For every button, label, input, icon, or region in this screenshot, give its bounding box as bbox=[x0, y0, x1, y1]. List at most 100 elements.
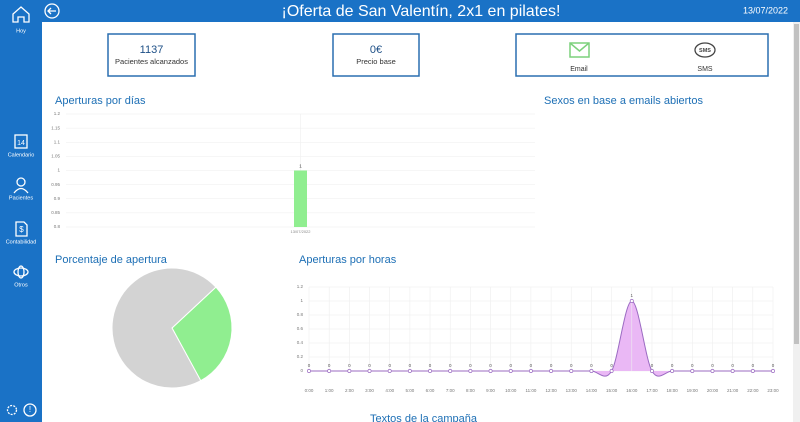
nav-calendario[interactable]: 14 Calendario bbox=[8, 134, 35, 158]
data-label: 0 bbox=[610, 363, 613, 368]
x-tick-label: 22:00 bbox=[747, 388, 759, 393]
email-icon bbox=[569, 42, 590, 52]
point bbox=[589, 369, 594, 373]
point bbox=[387, 369, 392, 373]
x-tick-label: 4:00 bbox=[385, 388, 394, 393]
nav-pacientes[interactable]: Pacientes bbox=[9, 177, 33, 201]
stat-value: 1137 bbox=[140, 44, 164, 56]
area-fill bbox=[309, 301, 773, 377]
y-tick-label: 1 bbox=[300, 298, 303, 303]
nav-contabilidad[interactable]: $ Contabilidad bbox=[6, 221, 37, 245]
data-label: 0 bbox=[308, 363, 311, 368]
y-tick-label: 0.8 bbox=[54, 224, 61, 229]
area-line bbox=[308, 300, 773, 377]
sms-icon-text: SMS bbox=[699, 48, 711, 54]
data-label: 0 bbox=[449, 363, 452, 368]
data-label: 0 bbox=[570, 363, 573, 368]
point bbox=[609, 369, 614, 373]
section-title: Aperturas por horas bbox=[299, 254, 397, 266]
data-label: 0 bbox=[731, 363, 734, 368]
nav-label: Hoy bbox=[16, 28, 26, 34]
sidebar bbox=[0, 0, 42, 422]
y-tick-label: 1.15 bbox=[51, 125, 60, 130]
point bbox=[508, 369, 513, 373]
data-label: 0 bbox=[328, 363, 331, 368]
x-tick-label: 9:00 bbox=[486, 388, 495, 393]
sms-icon bbox=[694, 42, 716, 58]
calendar-icon bbox=[14, 134, 28, 149]
x-tick-label: 3:00 bbox=[365, 388, 374, 393]
channel-label: Email bbox=[570, 66, 588, 73]
stat-label: Precio base bbox=[356, 57, 396, 66]
y-tick-label: 0.2 bbox=[297, 354, 304, 359]
point bbox=[710, 369, 715, 373]
settings-button[interactable] bbox=[6, 404, 18, 416]
x-tick-label: 21:00 bbox=[727, 388, 739, 393]
y-tick-label: 1.1 bbox=[54, 139, 61, 144]
info-button[interactable] bbox=[23, 403, 37, 417]
x-tick-label: 14:00 bbox=[586, 388, 598, 393]
data-label: 0 bbox=[691, 363, 694, 368]
dollar-icon: $ bbox=[19, 225, 24, 234]
data-label: 0 bbox=[772, 363, 775, 368]
section-title: Porcentaje de apertura bbox=[55, 254, 168, 266]
others-icon bbox=[13, 267, 29, 277]
point bbox=[771, 369, 775, 373]
y-tick-label: 0.95 bbox=[51, 182, 60, 187]
bar bbox=[294, 170, 307, 227]
x-tick-label: 8:00 bbox=[466, 388, 475, 393]
x-tick-label: 19:00 bbox=[687, 388, 699, 393]
y-tick-label: 1.2 bbox=[54, 111, 61, 116]
others-icon bbox=[17, 265, 25, 279]
date: 13/07/2022 bbox=[743, 5, 788, 15]
point bbox=[367, 369, 372, 373]
data-label: 0 bbox=[388, 363, 391, 368]
back-button[interactable] bbox=[44, 3, 60, 19]
x-tick-label: 2:00 bbox=[345, 388, 354, 393]
channel-label: SMS bbox=[697, 66, 713, 73]
nav-label: Otros bbox=[14, 282, 28, 288]
stat-value: 0€ bbox=[370, 44, 382, 56]
data-label: 0 bbox=[509, 363, 512, 368]
section-title: Textos de la campaña bbox=[370, 413, 478, 422]
x-tick-label: 12:00 bbox=[545, 388, 557, 393]
data-label: 0 bbox=[348, 363, 351, 368]
x-tick-label: 7:00 bbox=[446, 388, 455, 393]
point bbox=[629, 299, 634, 303]
point bbox=[347, 369, 352, 373]
y-tick-label: 0.4 bbox=[297, 340, 304, 345]
x-tick-label: 23:00 bbox=[767, 388, 779, 393]
x-tick-label: 13:00 bbox=[566, 388, 578, 393]
x-tick-label: 5:00 bbox=[405, 388, 414, 393]
nav-label: Pacientes bbox=[9, 195, 33, 201]
x-tick-label: 6:00 bbox=[426, 388, 435, 393]
info-icon: ! bbox=[29, 405, 31, 414]
y-tick-label: 1 bbox=[57, 168, 60, 173]
x-tick-label: 11:00 bbox=[525, 388, 536, 393]
stat-card bbox=[107, 33, 196, 77]
pie-slice bbox=[171, 286, 233, 382]
nav-label: Calendario bbox=[8, 152, 35, 158]
point bbox=[307, 369, 311, 373]
point bbox=[650, 369, 654, 373]
section-title: Sexos en base a emails abiertos bbox=[544, 95, 703, 107]
doc-icon bbox=[15, 221, 28, 237]
y-tick-label: 0.6 bbox=[297, 326, 304, 331]
point bbox=[407, 369, 412, 373]
point bbox=[448, 369, 453, 373]
nav-otros[interactable]: Otros bbox=[13, 265, 29, 288]
scroll-thumb[interactable] bbox=[794, 24, 799, 344]
data-label: 1 bbox=[631, 293, 634, 298]
x-tick-label: 20:00 bbox=[707, 388, 719, 393]
data-label: 0 bbox=[711, 363, 714, 368]
point bbox=[670, 369, 675, 373]
y-tick-label: 0.85 bbox=[51, 210, 60, 215]
home-icon bbox=[12, 6, 30, 23]
nav-label: Contabilidad bbox=[6, 239, 37, 245]
x-tick-label: 18:00 bbox=[666, 388, 678, 393]
x-tick-label: 15:00 bbox=[606, 388, 618, 393]
x-tick-label: 17:00 bbox=[646, 388, 658, 393]
nav-hoy[interactable]: Hoy bbox=[12, 6, 30, 34]
x-tick-label: 16:00 bbox=[626, 388, 638, 393]
point bbox=[750, 369, 755, 373]
